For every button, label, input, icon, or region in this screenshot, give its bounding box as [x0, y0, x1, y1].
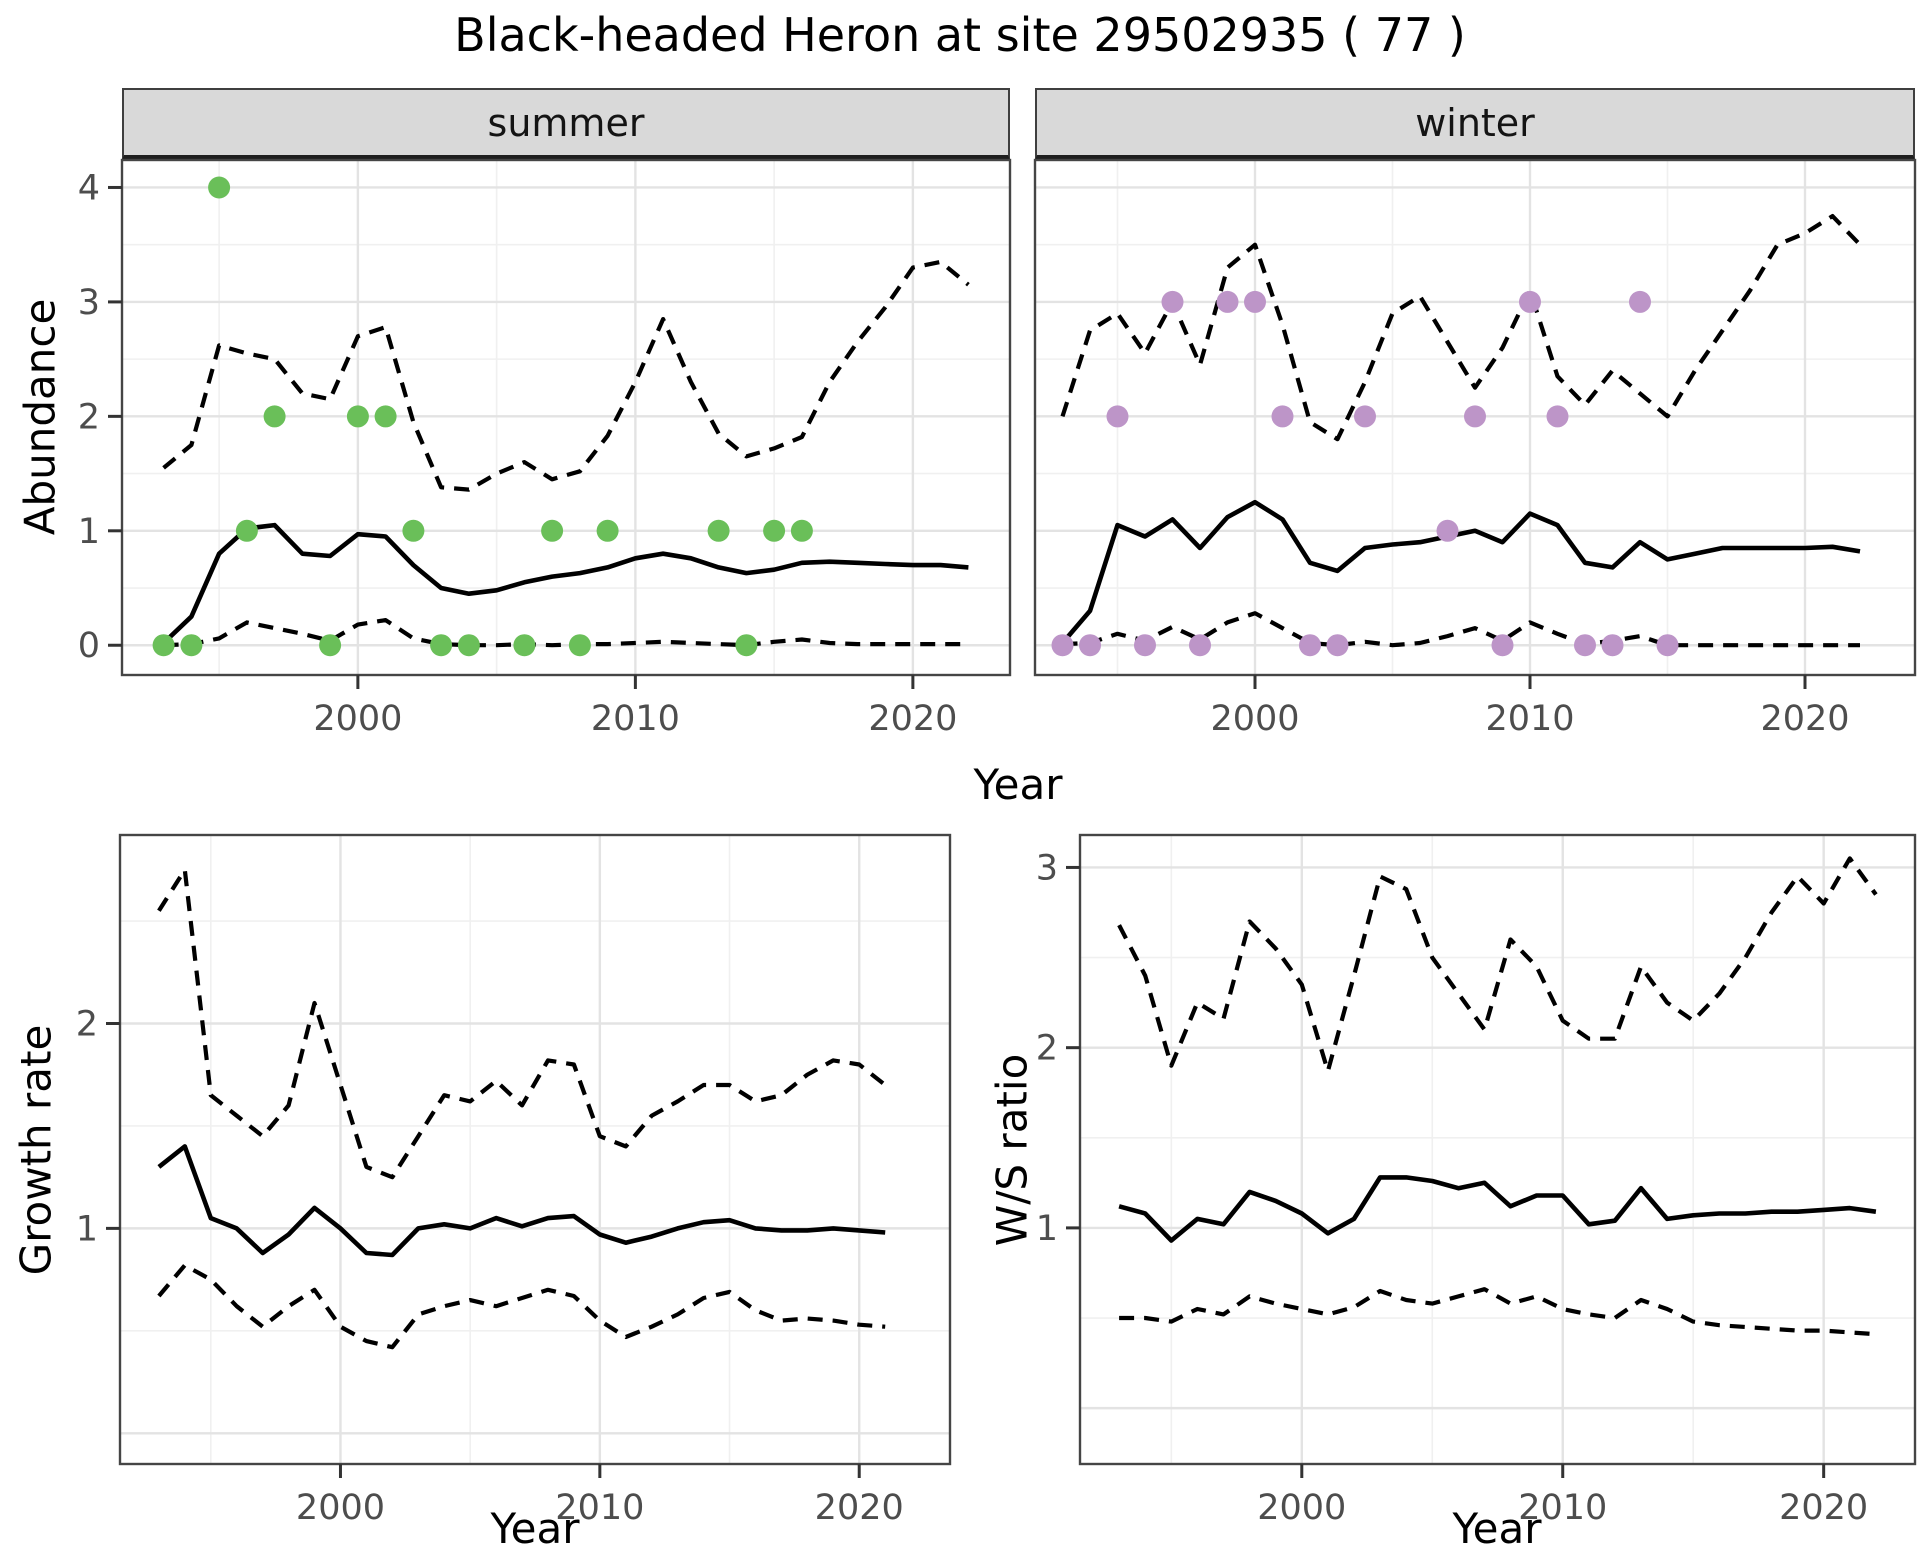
svg-text:2010: 2010 — [1518, 1488, 1607, 1528]
winter-lower-ci-line — [1062, 611, 1860, 648]
svg-text:2020: 2020 — [1760, 699, 1849, 739]
ws_ratio-upper-ci-line — [1117, 856, 1878, 1074]
svg-text:2010: 2010 — [555, 1488, 644, 1528]
growth_rate-lower-ci-line — [157, 1263, 886, 1350]
growth_rate-upper-ci-line — [157, 867, 887, 1180]
svg-text:2: 2 — [1036, 1029, 1058, 1069]
panel-summer: 2000 2010 2020 0 1 2 3 4 — [78, 158, 1012, 739]
winter-panel-border — [1033, 158, 1917, 677]
growth_rate-median-line — [157, 1144, 886, 1258]
svg-text:1: 1 — [78, 512, 100, 552]
summer-median-line — [162, 522, 969, 645]
growth_rate-axis-ticks: 2000 2010 2020 1 2 — [76, 1004, 904, 1528]
svg-text:2: 2 — [76, 1004, 98, 1044]
ws_ratio-lower-ci-line — [1119, 1287, 1877, 1337]
summer-axis-ticks: 2000 2010 2020 0 1 2 3 4 — [78, 168, 958, 739]
panel-growth-rate: 2000 2010 2020 1 2 — [76, 833, 952, 1528]
chart-title: Black-headed Heron at site 29502935 ( 77… — [454, 8, 1466, 62]
ws_ratio-median-line — [1118, 1175, 1877, 1243]
svg-text:4: 4 — [78, 168, 100, 208]
growth_rate-panel-border — [118, 833, 952, 1466]
winter-observation-points — [1051, 290, 1679, 657]
ws_ratio-gridlines — [1080, 835, 1915, 1464]
summer-observation-points — [152, 176, 813, 657]
summer-upper-ci-line — [162, 259, 970, 492]
x-axis-title-ws-ratio: Year — [1452, 1504, 1542, 1553]
growth_rate-gridlines — [120, 835, 950, 1464]
svg-text:3: 3 — [78, 283, 100, 323]
svg-text:2000: 2000 — [296, 1488, 385, 1528]
svg-text:3: 3 — [1036, 848, 1058, 888]
svg-text:0: 0 — [78, 626, 100, 666]
panel-winter: 2000 2010 2020 — [1033, 158, 1917, 739]
winter-axis-ticks: 2000 2010 2020 — [1210, 675, 1850, 739]
svg-text:1: 1 — [76, 1209, 98, 1249]
summer-gridlines — [122, 160, 1010, 675]
svg-text:2000: 2000 — [1210, 699, 1299, 739]
ws_ratio-panel-border — [1078, 833, 1917, 1466]
svg-text:2020: 2020 — [815, 1488, 904, 1528]
svg-text:2000: 2000 — [1257, 1488, 1346, 1528]
facet-strip-winter: winter — [1035, 88, 1915, 160]
facet-strip-winter-label: winter — [1415, 100, 1535, 145]
winter-upper-ci-line — [1060, 213, 1862, 442]
x-axis-title-top: Year — [973, 760, 1063, 809]
x-axis-title-growth-rate: Year — [490, 1504, 580, 1553]
facet-strip-summer: summer — [122, 88, 1010, 160]
svg-text:2: 2 — [78, 397, 100, 437]
ws_ratio-axis-ticks: 2000 2010 2020 1 2 3 — [1036, 848, 1868, 1528]
svg-text:2010: 2010 — [1485, 699, 1574, 739]
svg-text:2020: 2020 — [868, 699, 957, 739]
svg-text:2010: 2010 — [591, 699, 680, 739]
summer-lower-ci-line — [163, 618, 969, 648]
svg-text:1: 1 — [1036, 1209, 1058, 1249]
facet-strip-summer-label: summer — [487, 100, 645, 145]
svg-text:2020: 2020 — [1779, 1488, 1868, 1528]
winter-median-line — [1060, 499, 1861, 645]
panel-ws-ratio: 2000 2010 2020 1 2 3 — [1036, 833, 1917, 1528]
svg-text:2000: 2000 — [313, 699, 402, 739]
